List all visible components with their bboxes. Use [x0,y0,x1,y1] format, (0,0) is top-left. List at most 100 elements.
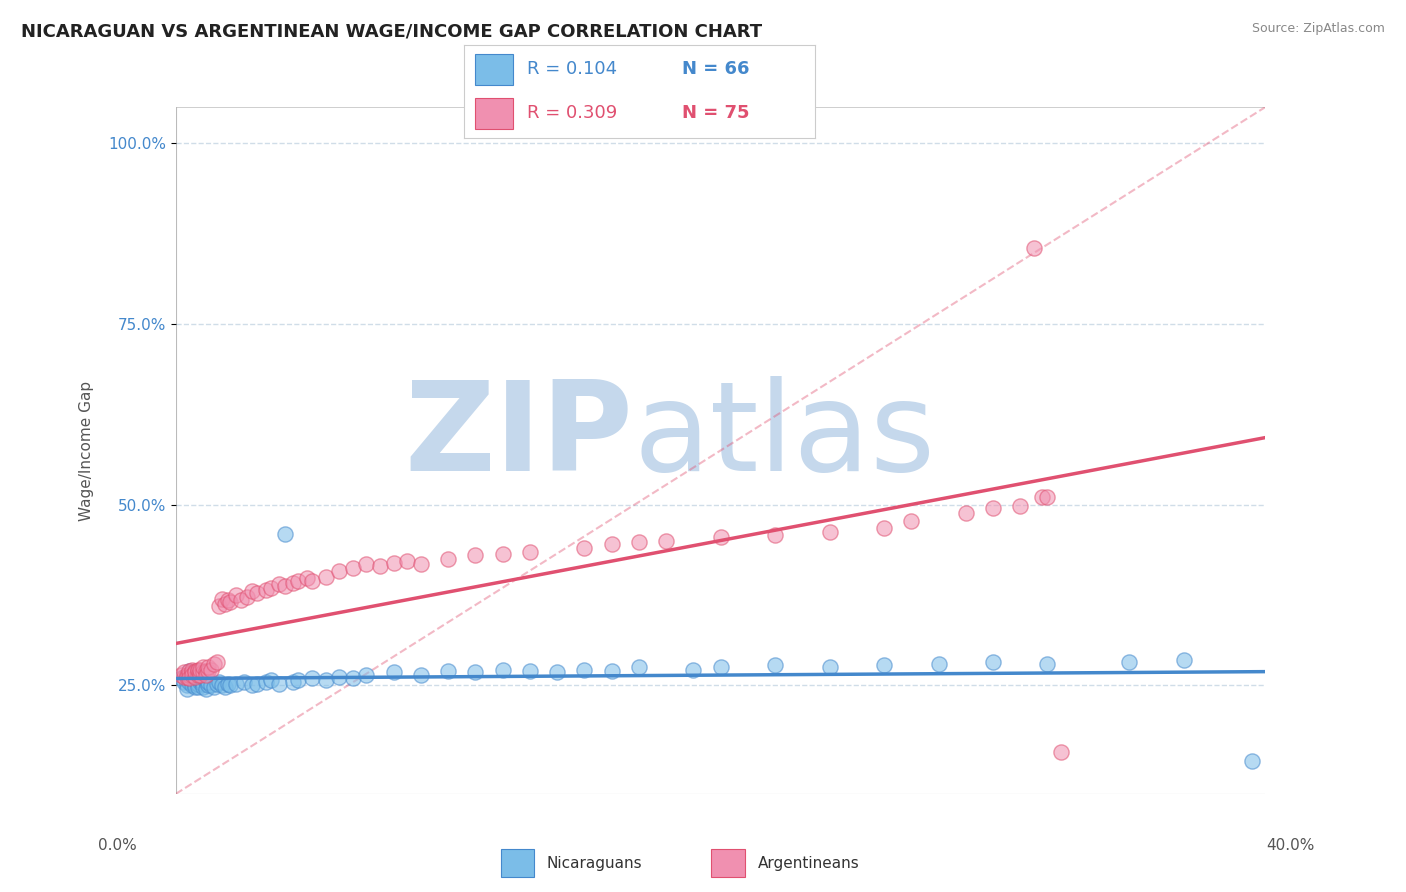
Point [981,655,1004,669]
Point [356,667,378,681]
Point [173,670,195,684]
Point [342,671,364,685]
Point [1050,745,1073,759]
Point [188,674,211,689]
Point [219,595,242,609]
Point [519,664,541,678]
Point [232,674,254,689]
Point [181,671,204,685]
Point [328,564,350,578]
Point [181,678,204,692]
Point [246,586,269,600]
Point [287,673,309,687]
Point [356,557,378,571]
Point [342,561,364,575]
Point [437,664,460,678]
Point [235,591,257,605]
Point [315,673,337,687]
Point [1118,655,1140,669]
Text: N = 66: N = 66 [682,60,749,78]
Y-axis label: Wage/Income Gap: Wage/Income Gap [79,380,94,521]
Point [211,678,233,692]
Point [194,674,217,689]
Point [710,660,733,674]
Text: R = 0.104: R = 0.104 [527,60,617,78]
Point [188,667,211,681]
Point [546,665,568,680]
Point [197,664,219,678]
Point [200,663,222,677]
Point [710,530,733,544]
Point [464,665,486,680]
Point [655,533,678,548]
Point [188,673,211,687]
Point [301,574,323,588]
Point [170,671,193,685]
Point [176,678,198,692]
Point [1240,755,1263,769]
Point [197,660,219,674]
Text: ZIP: ZIP [405,376,633,497]
Point [225,588,247,602]
Point [763,528,786,542]
Point [225,677,247,691]
Point [191,680,214,694]
Point [184,664,207,678]
Point [627,660,650,674]
Point [382,665,405,680]
Point [184,665,207,680]
Point [186,667,209,681]
Point [295,571,318,585]
Point [574,541,596,555]
Text: Nicaraguans: Nicaraguans [547,855,643,871]
Point [202,657,225,671]
Point [186,680,209,694]
Point [184,674,207,689]
Point [176,681,198,696]
Point [1010,499,1032,513]
Point [181,667,204,681]
Point [873,521,896,535]
Point [464,549,486,563]
Point [231,593,253,607]
Point [274,579,297,593]
Point [260,673,283,687]
Point [409,667,432,681]
Point [186,663,209,677]
Point [396,554,419,568]
FancyBboxPatch shape [475,98,513,129]
Point [254,582,277,597]
Point [181,665,204,680]
FancyBboxPatch shape [711,849,745,877]
Point [205,655,228,669]
Point [211,591,233,606]
Point [219,678,242,692]
Point [208,599,231,613]
Point [194,681,217,696]
Point [191,660,214,674]
Point [269,577,291,591]
Point [492,547,515,561]
Point [184,678,207,692]
Point [368,559,391,574]
Point [600,664,623,678]
Point [200,678,222,692]
Point [214,598,236,612]
Point [409,557,432,571]
Point [240,584,263,599]
Point [246,677,269,691]
Point [328,670,350,684]
Point [287,574,309,588]
Point [254,674,277,689]
Point [217,677,239,691]
Point [301,671,323,685]
Point [269,677,291,691]
Point [173,665,195,680]
Point [214,680,236,694]
Point [184,670,207,684]
Point [627,535,650,549]
Point [179,671,201,685]
Point [1036,657,1059,671]
Point [181,674,204,689]
FancyBboxPatch shape [501,849,534,877]
